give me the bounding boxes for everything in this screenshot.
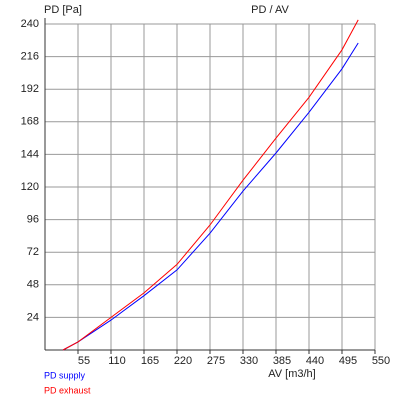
y-tick-label: 24 — [27, 311, 39, 323]
y-tick-label: 120 — [21, 181, 39, 193]
y-tick-label: 96 — [27, 214, 39, 226]
x-tick-label: 440 — [306, 355, 324, 367]
x-tick-label: 330 — [240, 355, 258, 367]
y-tick-label: 72 — [27, 246, 39, 258]
x-tick-label: 495 — [339, 355, 357, 367]
y-tick-label: 144 — [21, 148, 39, 160]
x-tick-label: 110 — [108, 355, 126, 367]
x-tick-label: 55 — [78, 355, 90, 367]
x-axis-label: AV [m3/h] — [268, 368, 315, 380]
x-tick-label: 385 — [273, 355, 291, 367]
series-line — [62, 19, 359, 351]
legend-label: PD exhaust — [44, 385, 91, 395]
y-tick-label: 216 — [21, 51, 39, 63]
x-tick-label: 275 — [207, 355, 225, 367]
x-tick-label: 550 — [372, 355, 390, 367]
y-tick-label: 48 — [27, 279, 39, 291]
legend-label: PD supply — [44, 370, 86, 380]
y-tick-label: 192 — [21, 83, 39, 95]
x-tick-label: 165 — [141, 355, 159, 367]
x-tick-label: 220 — [174, 355, 192, 367]
chart-title: PD / AV — [251, 4, 289, 16]
y-tick-label: 240 — [21, 18, 39, 30]
y-tick-label: 168 — [21, 116, 39, 128]
series-line — [62, 42, 359, 351]
y-axis-label: PD [Pa] — [44, 4, 82, 16]
